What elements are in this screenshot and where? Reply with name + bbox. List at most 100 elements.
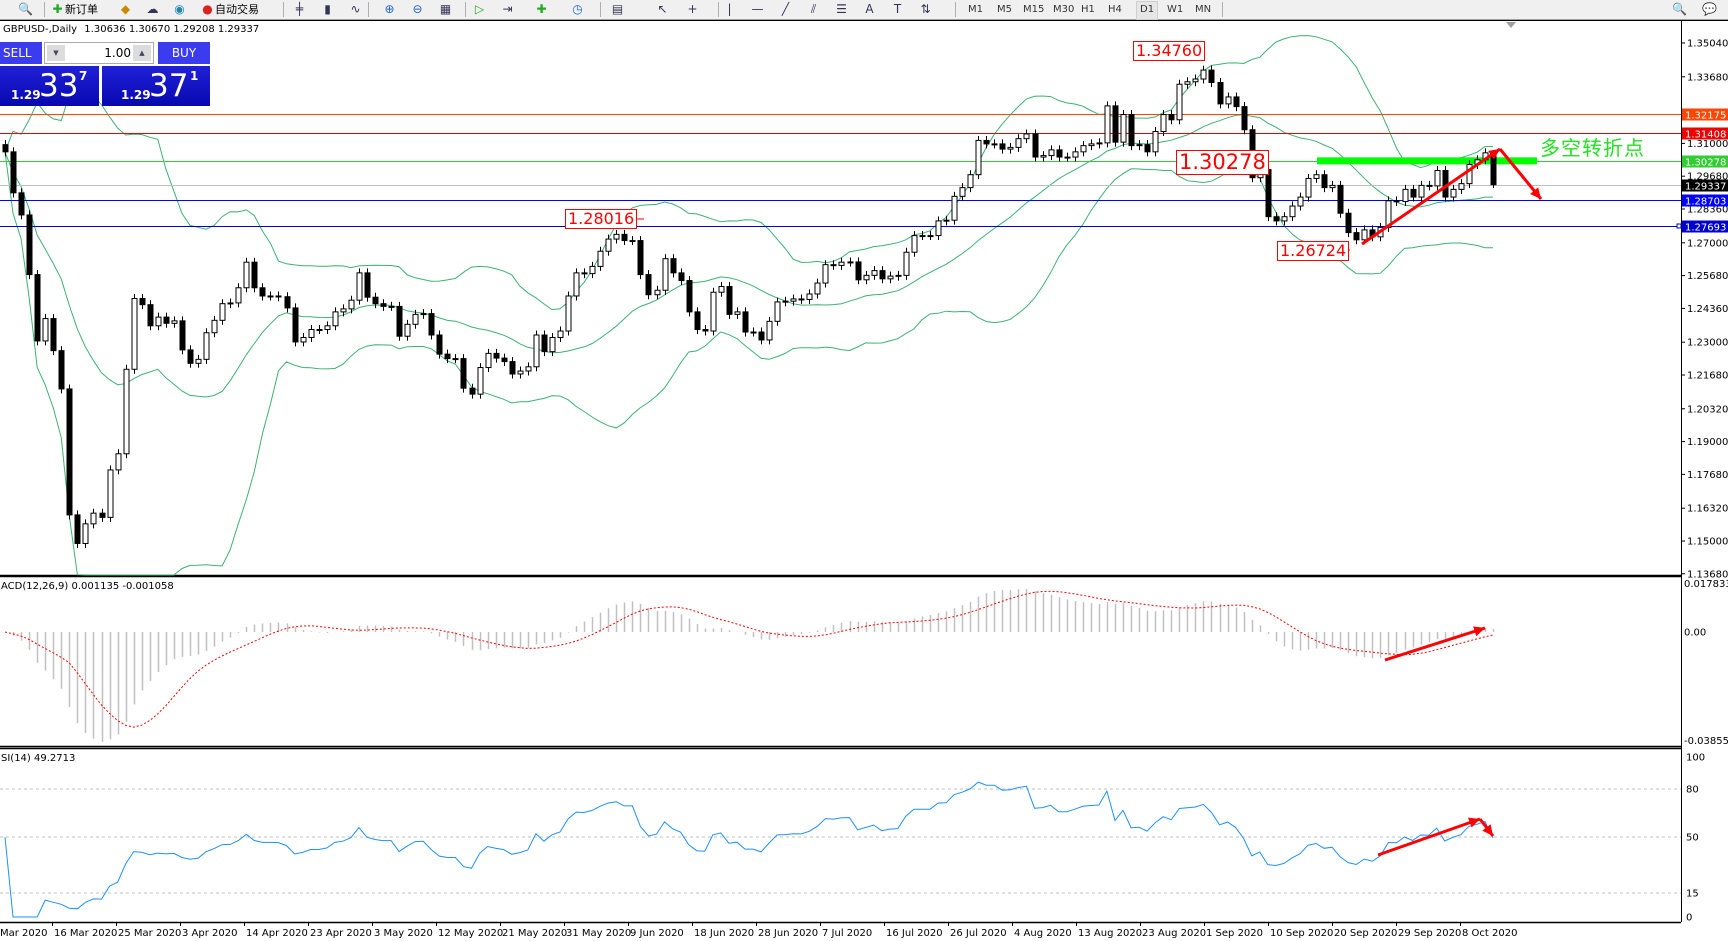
candle-body-bullish[interactable] (943, 219, 950, 222)
timeframe-mn[interactable]: MN (1195, 4, 1212, 15)
candle-body-bearish[interactable] (999, 143, 1006, 150)
candle-body-bullish[interactable] (774, 301, 781, 322)
candle-body-bearish[interactable] (1241, 106, 1248, 131)
zoom-chart-button[interactable]: 🔍 (18, 1, 33, 18)
signal-button[interactable]: ◉ (172, 1, 187, 18)
lot-size-input[interactable] (65, 44, 131, 62)
level-handle[interactable] (1676, 223, 1682, 229)
sell-button[interactable]: SELL (0, 42, 42, 64)
timeframe-m30[interactable]: M30 (1053, 4, 1075, 15)
candle-body-bullish[interactable] (1297, 196, 1304, 207)
candle-body-bullish[interactable] (1434, 169, 1441, 187)
data-window-button[interactable]: ☁ (145, 1, 160, 18)
candle-body-bearish[interactable] (18, 192, 25, 216)
fibonacci-button[interactable]: ☰ (834, 1, 849, 18)
buy-button[interactable]: BUY (158, 42, 210, 64)
auto-trading-button[interactable]: ● 自动交易 (200, 1, 259, 18)
candle-body-bullish[interactable] (734, 311, 741, 315)
candle-body-bearish[interactable] (1144, 144, 1151, 153)
candle-body-bullish[interactable] (316, 329, 323, 332)
candle-body-bearish[interactable] (163, 316, 170, 324)
candle-body-bearish[interactable] (1265, 168, 1272, 218)
candle-body-bearish[interactable] (670, 258, 677, 274)
candle-body-bearish[interactable] (34, 274, 41, 342)
candle-body-bullish[interactable] (790, 298, 797, 302)
periods-button[interactable]: ◷ (570, 1, 585, 18)
candle-body-bearish[interactable] (50, 318, 57, 352)
candle-body-bullish[interactable] (750, 331, 757, 334)
level-price-tag[interactable] (1682, 179, 1728, 192)
candle-body-bearish[interactable] (645, 274, 652, 296)
lot-increase-button[interactable]: ▲ (133, 45, 151, 61)
candle-body-bullish[interactable] (573, 272, 580, 297)
candle-body-bullish[interactable] (549, 336, 556, 353)
candle-body-bearish[interactable] (637, 240, 644, 276)
candle-body-bearish[interactable] (259, 287, 266, 297)
candle-body-bullish[interactable] (356, 272, 363, 301)
candle-body-bullish[interactable] (1023, 133, 1030, 140)
candle-body-bullish[interactable] (1088, 143, 1095, 147)
candle-body-bullish[interactable] (155, 316, 162, 327)
candle-body-bearish[interactable] (1273, 216, 1280, 222)
candle-body-bullish[interactable] (171, 320, 178, 324)
candle-body-bullish[interactable] (1225, 96, 1232, 105)
candle-body-bearish[interactable] (879, 270, 886, 280)
candle-body-bullish[interactable] (115, 453, 122, 471)
level-price-tag[interactable] (1682, 155, 1728, 168)
bar-chart-button[interactable]: ╪ (292, 1, 307, 18)
candle-body-bearish[interactable] (1426, 184, 1433, 187)
candle-body-bullish[interactable] (324, 325, 331, 331)
search-button[interactable]: 🔍 (1672, 1, 1687, 18)
candle-body-bullish[interactable] (1200, 69, 1207, 80)
candle-body-bearish[interactable] (830, 264, 837, 267)
timeframe-m5[interactable]: M5 (997, 4, 1012, 15)
candle-body-bullish[interactable] (195, 358, 202, 364)
arrows-button[interactable]: ⇅ (918, 1, 933, 18)
candle-body-bullish[interactable] (1466, 164, 1473, 185)
candle-body-bearish[interactable] (726, 286, 733, 315)
chart-shift-marker[interactable] (1506, 22, 1516, 28)
level-price-tag[interactable] (1682, 127, 1728, 140)
candle-body-bearish[interactable] (1353, 232, 1360, 241)
candle-body-bearish[interactable] (284, 296, 291, 309)
chart-shift-button[interactable]: ⇥ (500, 1, 515, 18)
candle-body-bullish[interactable] (847, 261, 854, 264)
candle-body-bearish[interactable] (460, 358, 467, 389)
templates-button[interactable]: ▤ (610, 1, 625, 18)
candle-body-bullish[interactable] (1418, 184, 1425, 198)
candle-body-bearish[interactable] (1217, 82, 1224, 105)
candle-body-bearish[interactable] (1337, 184, 1344, 214)
candle-body-bullish[interactable] (533, 334, 540, 368)
candle-body-bullish[interactable] (1015, 138, 1022, 148)
candle-body-bearish[interactable] (758, 331, 765, 341)
candle-body-bearish[interactable] (292, 307, 299, 343)
candle-body-bullish[interactable] (1289, 205, 1296, 218)
candle-body-bearish[interactable] (983, 139, 990, 145)
candle-body-bullish[interactable] (300, 336, 307, 343)
candle-body-bullish[interactable] (1402, 188, 1409, 203)
candle-body-bullish[interactable] (1458, 183, 1465, 190)
cursor-button[interactable]: ↖ (655, 1, 670, 18)
candle-body-bearish[interactable] (364, 272, 371, 298)
price-label-low[interactable]: 1.26724 (1277, 241, 1350, 261)
candle-body-bearish[interactable] (509, 361, 516, 375)
candle-body-bullish[interactable] (1281, 216, 1288, 222)
candle-body-bullish[interactable] (404, 323, 411, 337)
candle-body-bearish[interactable] (493, 352, 500, 359)
line-chart-button[interactable]: ∿ (348, 1, 363, 18)
candle-body-bearish[interactable] (1128, 114, 1135, 147)
candle-body-bearish[interactable] (742, 311, 749, 333)
candle-body-bullish[interactable] (1104, 105, 1111, 144)
timeframe-h1[interactable]: H1 (1081, 4, 1095, 15)
candle-body-bearish[interactable] (58, 350, 65, 390)
indicators-button[interactable]: ✚ (534, 1, 549, 18)
candle-body-bearish[interactable] (275, 295, 282, 298)
level-price-tag[interactable] (1682, 194, 1728, 207)
candle-body-bearish[interactable] (2, 144, 9, 153)
text-button[interactable]: A (862, 1, 877, 18)
auto-scroll-button[interactable]: ▷ (472, 1, 487, 18)
timeframe-m1[interactable]: M1 (968, 4, 983, 15)
candle-body-bearish[interactable] (541, 334, 548, 353)
candle-body-bullish[interactable] (959, 187, 966, 197)
